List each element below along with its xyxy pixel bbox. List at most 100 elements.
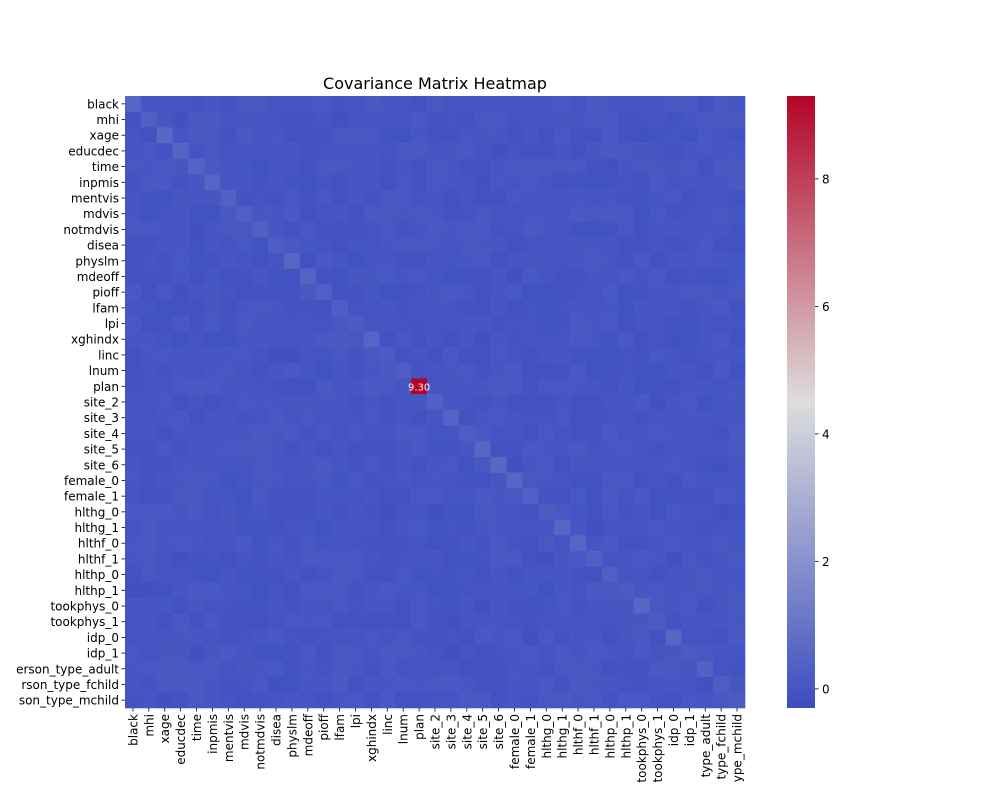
heatmap-cell [601,645,619,662]
heatmap-cell [490,252,507,269]
heatmap-cell [474,409,491,426]
heatmap-cell [140,284,158,301]
y-tick-label: idp_1 [87,647,119,661]
heatmap-cell [522,504,539,520]
heatmap-cell [252,676,269,693]
heatmap-cell [617,300,635,316]
heatmap-cell [299,409,317,426]
heatmap-cell [363,221,380,238]
heatmap-cell [554,221,571,238]
heatmap-cell [172,519,189,536]
heatmap-cell [601,692,619,709]
heatmap-cell [458,268,476,285]
heatmap-cell [252,127,269,144]
heatmap-cell [442,472,460,489]
heatmap-cell [220,378,237,395]
heatmap-cell [299,221,317,238]
heatmap-cell [665,551,682,568]
heatmap-cell [411,441,428,458]
heatmap-cell [601,613,619,630]
heatmap-cell [204,566,221,583]
heatmap-cell [236,504,253,520]
heatmap-cell [172,613,189,630]
heatmap-cell [395,645,412,662]
heatmap-cell [570,96,587,112]
heatmap-cell [522,221,539,238]
heatmap-cell [458,660,476,677]
heatmap-cell [315,205,332,222]
heatmap-cell [601,582,619,599]
heatmap-cell [140,613,158,630]
heatmap-cell [268,676,285,693]
heatmap-cell [427,127,444,144]
heatmap-cell [617,535,635,552]
heatmap-cell [220,205,237,222]
heatmap-cell [172,174,189,191]
heatmap-cell [347,660,364,677]
heatmap-cell [125,315,142,332]
heatmap-cell [697,127,714,144]
heatmap-cell [633,551,650,568]
heatmap-cell [570,315,587,332]
heatmap-cell [204,205,221,222]
heatmap-cell [458,158,476,175]
heatmap-cell [299,347,317,364]
heatmap-cell [427,190,444,207]
heatmap-cell [252,378,269,395]
heatmap-cell [220,504,237,520]
heatmap-cell [252,582,269,599]
heatmap-cell [363,158,380,175]
heatmap-cell [570,645,587,662]
heatmap-cell [379,300,396,316]
heatmap-cell [458,409,476,426]
heatmap-cell [522,174,539,191]
heatmap-cell [538,394,555,411]
heatmap-cell [474,441,491,458]
heatmap-cell [538,174,555,191]
y-tick-label: idp_0 [87,631,119,645]
heatmap-cell [411,598,428,615]
heatmap-cell [474,692,491,709]
heatmap-cell [697,456,714,473]
heatmap-cell [681,456,698,473]
heatmap-cell [442,378,460,395]
heatmap-cell [617,315,635,332]
heatmap-cell [649,645,666,662]
heatmap-cell [697,409,714,426]
heatmap-cell [395,205,412,222]
heatmap-cell [617,284,635,301]
heatmap-cell [617,205,635,222]
heatmap-cell [395,252,412,269]
heatmap-cell [252,566,269,583]
heatmap-cell [331,300,348,316]
heatmap-cell [156,409,173,426]
heatmap-cell [363,535,380,552]
heatmap-cell [268,221,285,238]
heatmap-cell [331,582,348,599]
heatmap-cell [649,566,666,583]
heatmap-cell [204,472,221,489]
heatmap-cell [601,425,619,442]
heatmap-cell [172,252,189,269]
heatmap-cell [713,284,730,301]
heatmap-cell [236,143,253,160]
heatmap-cell [299,519,317,536]
heatmap-cell [379,394,396,411]
heatmap-cell [633,221,650,238]
heatmap-cell [188,237,205,254]
heatmap-cell [299,613,317,630]
heatmap-cell [140,519,158,536]
heatmap-cell [204,96,221,112]
heatmap-cell [554,660,571,677]
heatmap-cell [395,629,412,646]
heatmap-cell [395,362,412,379]
heatmap-cell [140,378,158,395]
heatmap-cell [140,535,158,552]
heatmap-cell [204,456,221,473]
heatmap-cell [252,347,269,364]
heatmap-cell [395,143,412,160]
heatmap-cell [411,268,428,285]
heatmap-cell [713,378,730,395]
heatmap-cell [347,456,364,473]
heatmap-cell [570,237,587,254]
